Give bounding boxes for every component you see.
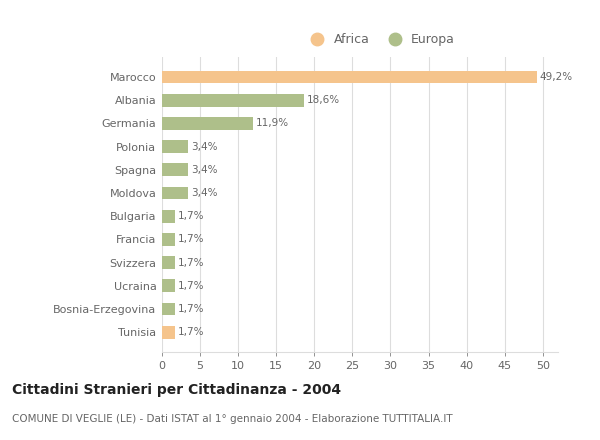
Text: 1,7%: 1,7% [178, 211, 205, 221]
Text: 1,7%: 1,7% [178, 235, 205, 244]
Text: 1,7%: 1,7% [178, 304, 205, 314]
Text: 1,7%: 1,7% [178, 281, 205, 291]
Text: 3,4%: 3,4% [191, 142, 217, 152]
Text: 3,4%: 3,4% [191, 165, 217, 175]
Text: 1,7%: 1,7% [178, 257, 205, 268]
Bar [162, 279, 175, 292]
Bar [162, 163, 188, 176]
Bar [162, 94, 304, 106]
Bar [162, 70, 536, 83]
Bar [162, 117, 253, 130]
Text: 3,4%: 3,4% [191, 188, 217, 198]
Text: 1,7%: 1,7% [178, 327, 205, 337]
Bar [162, 210, 175, 223]
Bar [162, 326, 175, 339]
Text: 18,6%: 18,6% [307, 95, 340, 105]
Text: Cittadini Stranieri per Cittadinanza - 2004: Cittadini Stranieri per Cittadinanza - 2… [12, 383, 341, 397]
Bar [162, 187, 188, 199]
Bar [162, 303, 175, 315]
Legend: Africa, Europa: Africa, Europa [300, 28, 460, 51]
Bar [162, 256, 175, 269]
Text: 11,9%: 11,9% [256, 118, 289, 128]
Bar [162, 233, 175, 246]
Text: COMUNE DI VEGLIE (LE) - Dati ISTAT al 1° gennaio 2004 - Elaborazione TUTTITALIA.: COMUNE DI VEGLIE (LE) - Dati ISTAT al 1°… [12, 414, 452, 424]
Text: 49,2%: 49,2% [540, 72, 573, 82]
Bar [162, 140, 188, 153]
